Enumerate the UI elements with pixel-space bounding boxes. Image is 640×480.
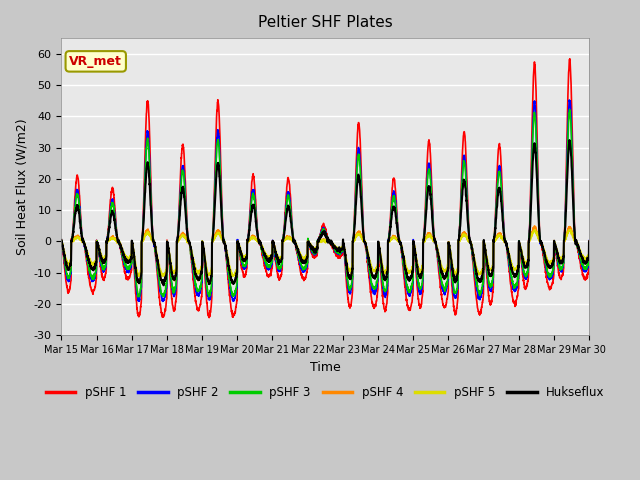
- Title: Peltier SHF Plates: Peltier SHF Plates: [258, 15, 392, 30]
- Text: VR_met: VR_met: [69, 55, 122, 68]
- Legend: pSHF 1, pSHF 2, pSHF 3, pSHF 4, pSHF 5, Hukseflux: pSHF 1, pSHF 2, pSHF 3, pSHF 4, pSHF 5, …: [41, 381, 609, 404]
- Y-axis label: Soil Heat Flux (W/m2): Soil Heat Flux (W/m2): [15, 119, 28, 255]
- X-axis label: Time: Time: [310, 360, 340, 373]
